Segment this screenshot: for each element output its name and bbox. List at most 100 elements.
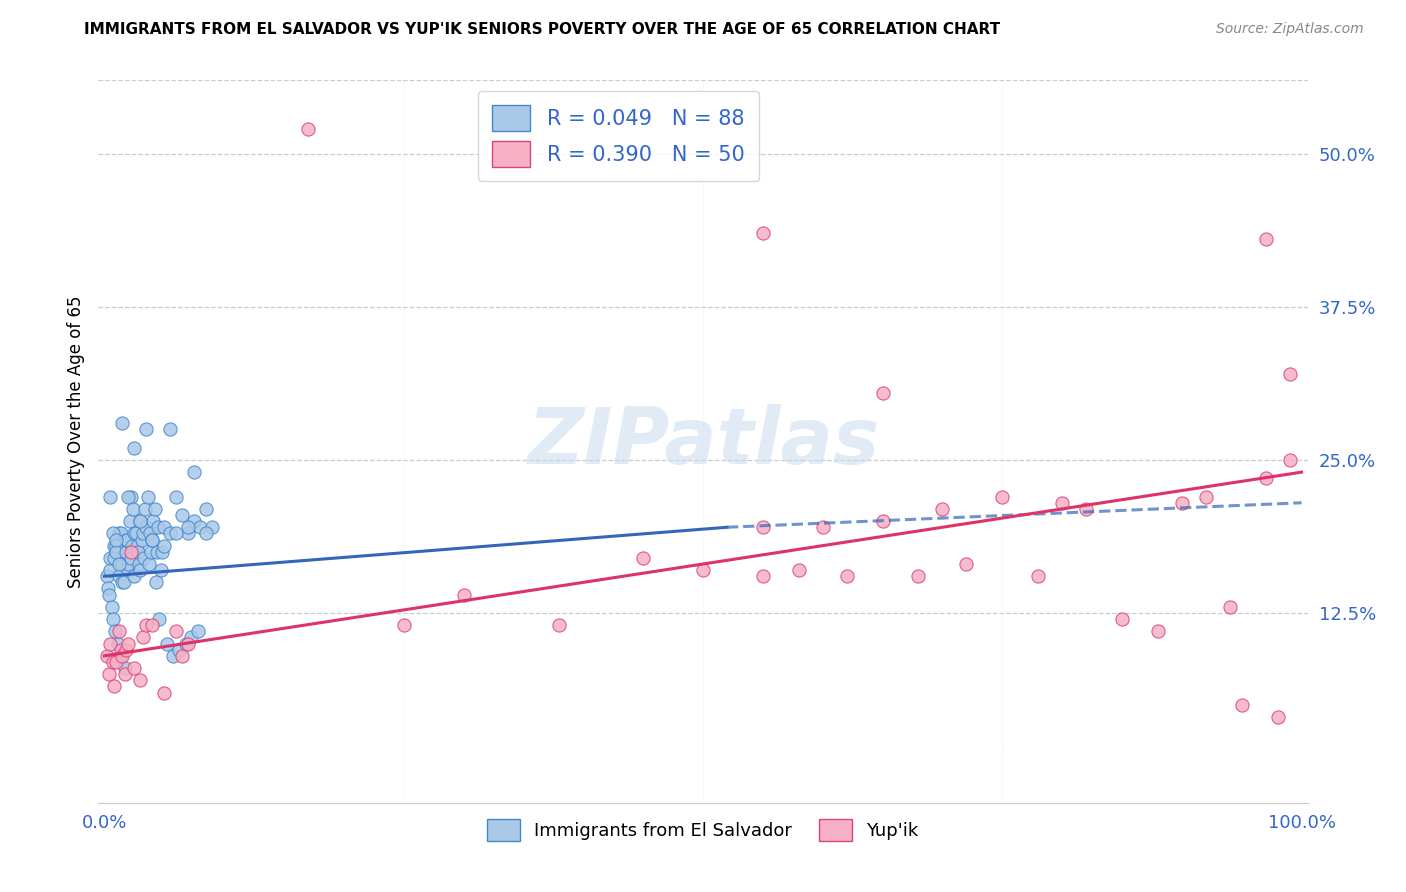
Point [201,520,224,534]
Point [548,618,571,632]
Point [135,618,157,632]
Point [117,557,139,571]
Point [752,520,775,534]
Point [103,550,125,565]
Text: IMMIGRANTS FROM EL SALVADOR VS YUP'IK SENIORS POVERTY OVER THE AGE OF 65 CORRELA: IMMIGRANTS FROM EL SALVADOR VS YUP'IK SE… [84,22,1001,37]
Point [1074,502,1097,516]
Point [1230,698,1253,712]
Point [114,661,136,675]
Point [692,563,714,577]
Point [100,563,122,577]
Point [120,490,142,504]
Point [128,557,150,571]
Point [138,557,160,571]
Point [183,514,205,528]
Point [115,545,138,559]
Point [98,667,121,681]
Point [167,642,190,657]
Point [149,563,172,577]
Point [177,526,200,541]
Point [107,637,129,651]
Point [165,490,187,504]
Point [148,612,170,626]
Point [453,588,475,602]
Point [297,122,319,136]
Point [872,385,894,400]
Point [172,648,194,663]
Point [124,526,146,541]
Point [991,490,1014,504]
Point [787,563,810,577]
Point [97,582,120,596]
Legend: Immigrants from El Salvador, Yup'ik: Immigrants from El Salvador, Yup'ik [481,812,925,848]
Point [165,526,187,541]
Point [124,526,146,541]
Point [101,612,124,626]
Point [1050,496,1073,510]
Point [107,557,129,571]
Point [180,631,202,645]
Point [1026,569,1049,583]
Point [120,545,142,559]
Point [101,526,124,541]
Point [114,667,136,681]
Point [752,227,775,241]
Point [1254,232,1277,246]
Point [187,624,209,639]
Point [111,557,134,571]
Point [118,514,141,528]
Point [872,514,894,528]
Point [141,533,163,547]
Point [98,588,121,602]
Point [172,508,194,522]
Point [159,422,181,436]
Point [177,520,200,534]
Point [103,539,125,553]
Point [1278,453,1301,467]
Point [195,526,218,541]
Point [150,545,173,559]
Point [121,539,143,553]
Point [631,550,654,565]
Point [131,533,153,547]
Point [139,545,162,559]
Point [115,642,138,657]
Text: ZIPatlas: ZIPatlas [527,403,879,480]
Point [107,624,129,639]
Point [107,569,129,583]
Point [127,545,149,559]
Point [111,575,134,590]
Point [153,685,176,699]
Point [100,637,122,651]
Point [134,502,156,516]
Point [105,533,128,547]
Point [139,526,162,541]
Point [752,569,775,583]
Point [132,526,155,541]
Point [108,648,131,663]
Point [129,563,152,577]
Point [811,520,834,534]
Point [145,575,167,590]
Point [931,502,953,516]
Point [111,416,134,430]
Point [188,520,211,534]
Point [148,520,170,534]
Point [142,514,165,528]
Point [125,539,148,553]
Point [146,545,169,559]
Point [110,642,132,657]
Point [104,624,127,639]
Point [1267,710,1289,724]
Y-axis label: Seniors Poverty Over the Age of 65: Seniors Poverty Over the Age of 65 [66,295,84,588]
Point [136,490,159,504]
Point [153,539,176,553]
Point [153,520,176,534]
Point [100,490,122,504]
Point [96,648,118,663]
Point [101,655,124,669]
Point [174,637,197,651]
Point [100,599,122,614]
Point [122,502,145,516]
Point [105,545,128,559]
